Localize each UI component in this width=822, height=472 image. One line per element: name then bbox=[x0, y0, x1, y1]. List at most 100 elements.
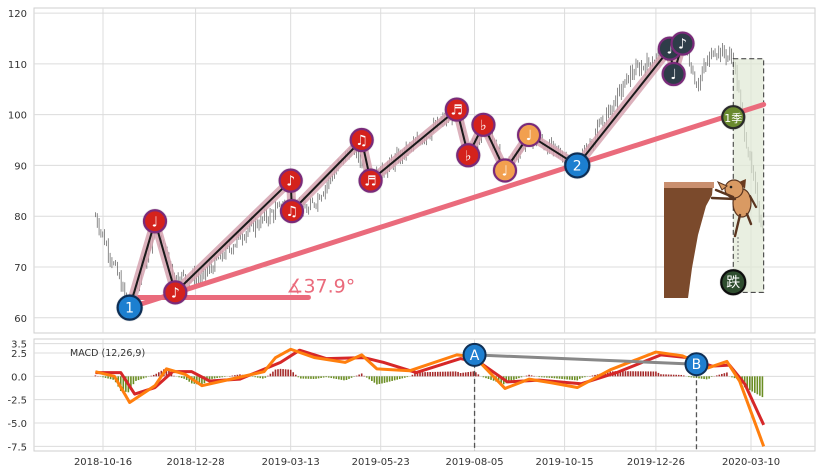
macd-histogram-bar bbox=[573, 376, 576, 381]
climbing-dog-icon bbox=[710, 179, 758, 262]
macd-histogram-bar bbox=[371, 376, 373, 381]
macd-histogram-bar bbox=[459, 373, 462, 377]
wave-marker-circle bbox=[721, 105, 746, 130]
macd-histogram-bar bbox=[482, 376, 485, 378]
price-y-tick: 60 bbox=[14, 314, 27, 325]
wave-marker-label: ♫ bbox=[286, 204, 299, 220]
wave-marker-circle bbox=[471, 112, 496, 137]
macd-histogram-bar bbox=[688, 376, 690, 378]
macd-histogram-bar bbox=[629, 371, 632, 377]
macd-histogram-bar bbox=[307, 376, 310, 379]
macd-histogram-bar bbox=[406, 376, 409, 378]
macd-histogram-bar bbox=[201, 376, 203, 385]
macd-histogram-bar bbox=[277, 369, 279, 377]
macd-histogram-bar bbox=[155, 373, 158, 377]
macd-histogram-bar bbox=[269, 373, 272, 377]
macd-histogram-bar bbox=[761, 376, 764, 398]
macd-histogram-bar bbox=[507, 376, 510, 382]
wave-marker-circle bbox=[278, 168, 303, 193]
macd-histogram-bar bbox=[142, 376, 145, 379]
macd-histogram-bar bbox=[401, 376, 404, 379]
macd-histogram-bar bbox=[700, 376, 703, 379]
macd-histogram-bar bbox=[282, 369, 284, 377]
macd-histogram-bar bbox=[703, 376, 705, 380]
macd-histogram-bar bbox=[317, 376, 320, 379]
wave-marker-label: 2 bbox=[573, 158, 582, 174]
wave-marker-circle bbox=[116, 294, 143, 321]
macd-histogram-bar bbox=[622, 371, 624, 377]
macd-histogram-bar bbox=[327, 376, 330, 378]
macd-histogram-bar bbox=[515, 376, 518, 379]
macd-histogram-bar bbox=[196, 376, 198, 385]
macd-histogram-bar bbox=[457, 371, 459, 377]
wave-marker: 2 bbox=[564, 152, 591, 179]
macd-histogram-bar bbox=[487, 376, 490, 380]
macd-histogram-bar bbox=[759, 376, 761, 396]
macd-histogram-bar bbox=[170, 373, 173, 377]
macd-histogram-bar bbox=[454, 371, 457, 377]
macd-histogram-bar bbox=[670, 374, 672, 377]
wave-marker-circle bbox=[349, 127, 374, 153]
macd-histogram-bar bbox=[261, 376, 264, 379]
macd-histogram-bar bbox=[355, 375, 358, 377]
macd-histogram-bar bbox=[715, 375, 718, 377]
macd-histogram-bar bbox=[591, 375, 594, 377]
macd-histogram-bar bbox=[274, 369, 277, 377]
macd-histogram-bar bbox=[221, 376, 224, 378]
wave-marker-label: ♬ bbox=[451, 103, 464, 119]
macd-histogram-bar bbox=[211, 376, 213, 379]
x-tick-label: 2019-08-05 bbox=[445, 457, 503, 468]
macd-y-tick: 3.5 bbox=[11, 340, 27, 351]
macd-histogram-bar bbox=[581, 376, 584, 378]
macd-histogram-bar bbox=[358, 374, 360, 377]
macd-line bbox=[95, 347, 766, 447]
macd-histogram-bar bbox=[634, 371, 637, 377]
wave-marker-label: ♩ bbox=[667, 42, 674, 58]
macd-histogram-bar bbox=[305, 376, 307, 379]
divergence-point-label: A bbox=[470, 348, 480, 364]
cliff-top bbox=[664, 182, 714, 188]
macd-histogram-bar bbox=[256, 376, 259, 378]
macd-histogram-bar bbox=[497, 376, 500, 383]
wave-marker-circle bbox=[516, 122, 542, 148]
wave-marker-circle bbox=[163, 280, 188, 305]
wave-marker-circle bbox=[661, 61, 686, 87]
macd-histogram-bar bbox=[637, 371, 639, 377]
macd-histogram-bar bbox=[561, 376, 563, 379]
price-y-axis: 60 70 80 90 100 110 120 bbox=[8, 9, 27, 325]
macd-histogram-bar bbox=[556, 376, 558, 379]
macd-histogram-bar bbox=[343, 376, 345, 381]
macd-histogram-bar bbox=[130, 376, 132, 390]
wave-marker: 1季 bbox=[721, 105, 746, 130]
macd-histogram-bar bbox=[733, 376, 736, 379]
macd-histogram-bar bbox=[125, 376, 127, 392]
wave-marker-label: 1 bbox=[125, 301, 134, 317]
macd-histogram-bar bbox=[198, 376, 201, 385]
macd-histogram-bar bbox=[94, 375, 97, 377]
macd-histogram-bar bbox=[414, 373, 416, 377]
macd-histogram-bar bbox=[300, 376, 302, 379]
wave-marker: ♭ bbox=[471, 112, 496, 137]
macd-histogram-bar bbox=[287, 369, 289, 377]
x-tick-label: 2018-10-16 bbox=[74, 457, 132, 468]
macd-histogram-bar bbox=[398, 376, 401, 380]
macd-histogram-bar bbox=[566, 376, 568, 380]
macd-histogram-bar bbox=[647, 371, 650, 377]
macd-histogram-bar bbox=[731, 376, 733, 378]
macd-histogram-bar bbox=[677, 374, 680, 377]
macd-histogram-bar bbox=[239, 374, 241, 377]
macd-histogram-bar bbox=[642, 371, 645, 377]
macd-histogram-bar bbox=[350, 376, 353, 378]
macd-histogram-bar bbox=[525, 375, 528, 377]
wave-marker-circle bbox=[444, 97, 469, 122]
price-y-tick: 80 bbox=[14, 212, 27, 223]
macd-histogram-bar bbox=[340, 376, 343, 380]
macd-histogram-bar bbox=[231, 375, 234, 377]
macd-histogram-bar bbox=[396, 376, 398, 380]
macd-histogram-bar bbox=[173, 375, 175, 377]
macd-histogram-bar bbox=[698, 376, 700, 379]
macd-histogram-bar bbox=[530, 375, 533, 377]
macd-histogram-bar bbox=[576, 376, 579, 381]
macd-histogram-bar bbox=[150, 375, 152, 377]
